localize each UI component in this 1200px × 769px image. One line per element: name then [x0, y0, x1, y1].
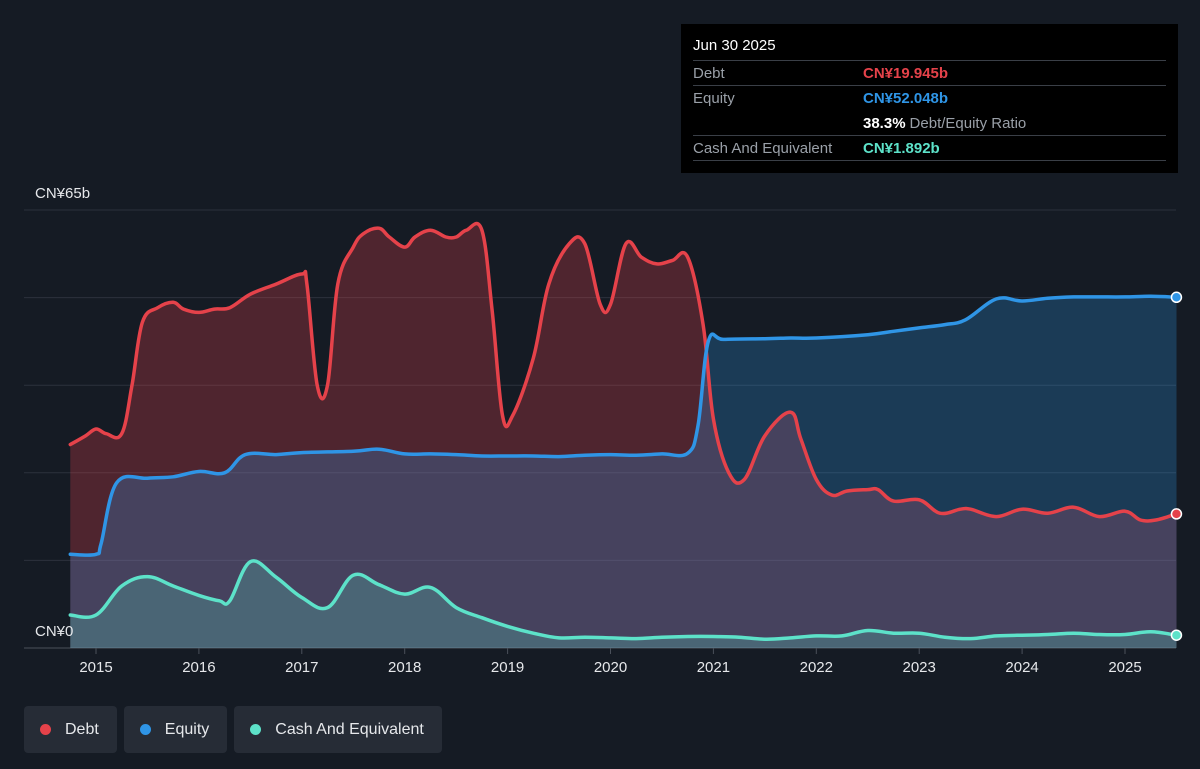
tooltip-debt-value: CN¥19.945b: [863, 64, 949, 82]
legend-dot-equity: [139, 724, 151, 735]
legend-dot-cash: [250, 724, 262, 735]
end-dot-equity: [1170, 291, 1183, 304]
end-dot-debt: [1170, 508, 1183, 520]
x-tick-label-2020: 2020: [594, 659, 627, 676]
tooltip-cash-label: Cash And Equivalent: [693, 139, 833, 157]
x-tick-label-2015: 2015: [79, 659, 112, 676]
tooltip-date: Jun 30 2025: [693, 37, 776, 54]
line-equity: [68, 294, 1179, 557]
end-dot-layer: [1170, 291, 1183, 641]
area-debt: [70, 223, 1177, 648]
tooltip-debt-label: Debt: [693, 64, 725, 82]
line-layer: [68, 221, 1179, 641]
tooltip-ratio-label: Debt/Equity Ratio: [909, 114, 1027, 132]
line-cash: [68, 559, 1179, 641]
tooltip-equity-value: CN¥52.048b: [863, 89, 949, 107]
x-tick-label-2024: 2024: [1005, 659, 1038, 676]
tooltip-cash-row: Cash And Equivalent CN¥1.892b: [693, 135, 1166, 161]
y-tick-label-max: CN¥65b: [35, 185, 90, 202]
legend-label-equity: Equity: [164, 720, 210, 738]
tooltip-cash-value: CN¥1.892b: [863, 139, 940, 157]
x-tick-label-2018: 2018: [388, 659, 421, 676]
legend-label-debt: Debt: [65, 720, 99, 738]
x-tick-label-2023: 2023: [903, 659, 936, 676]
tooltip-debt-row: Debt CN¥19.945b: [693, 60, 1166, 85]
x-tick-label-2017: 2017: [285, 659, 318, 676]
x-tick-label-2022: 2022: [800, 659, 833, 676]
tooltip-ratio-value: 38.3%: [863, 114, 906, 132]
x-tick-label-2021: 2021: [697, 659, 730, 676]
x-tick-label-2025: 2025: [1108, 659, 1141, 676]
hover-tooltip: Jun 30 2025 Debt CN¥19.945b Equity CN¥52…: [681, 24, 1178, 173]
axis-label-layer: CN¥65b CN¥0 2015 2016 2017 2018 2019 2020 2021 20…: [35, 185, 1142, 676]
legend-item-debt[interactable]: Debt: [24, 706, 117, 753]
legend-dot-debt: [40, 724, 51, 735]
legend-item-equity[interactable]: Equity: [123, 706, 228, 753]
x-tick-label-2019: 2019: [491, 659, 524, 676]
end-dot-cash: [1170, 629, 1183, 641]
tooltip-ratio-row: 38.3% Debt/Equity Ratio: [693, 110, 1166, 135]
x-tick-label-2016: 2016: [182, 659, 215, 676]
line-debt: [68, 221, 1179, 523]
legend-label-cash: Cash And Equivalent: [275, 720, 424, 738]
chart-legend: Debt Equity Cash And Equivalent: [24, 706, 442, 753]
y-tick-label-zero: CN¥0: [35, 623, 73, 640]
area-equity: [70, 296, 1177, 648]
tooltip-equity-label: Equity: [693, 89, 735, 107]
tooltip-equity-row: Equity CN¥52.048b: [693, 85, 1166, 110]
legend-item-cash[interactable]: Cash And Equivalent: [234, 706, 442, 753]
